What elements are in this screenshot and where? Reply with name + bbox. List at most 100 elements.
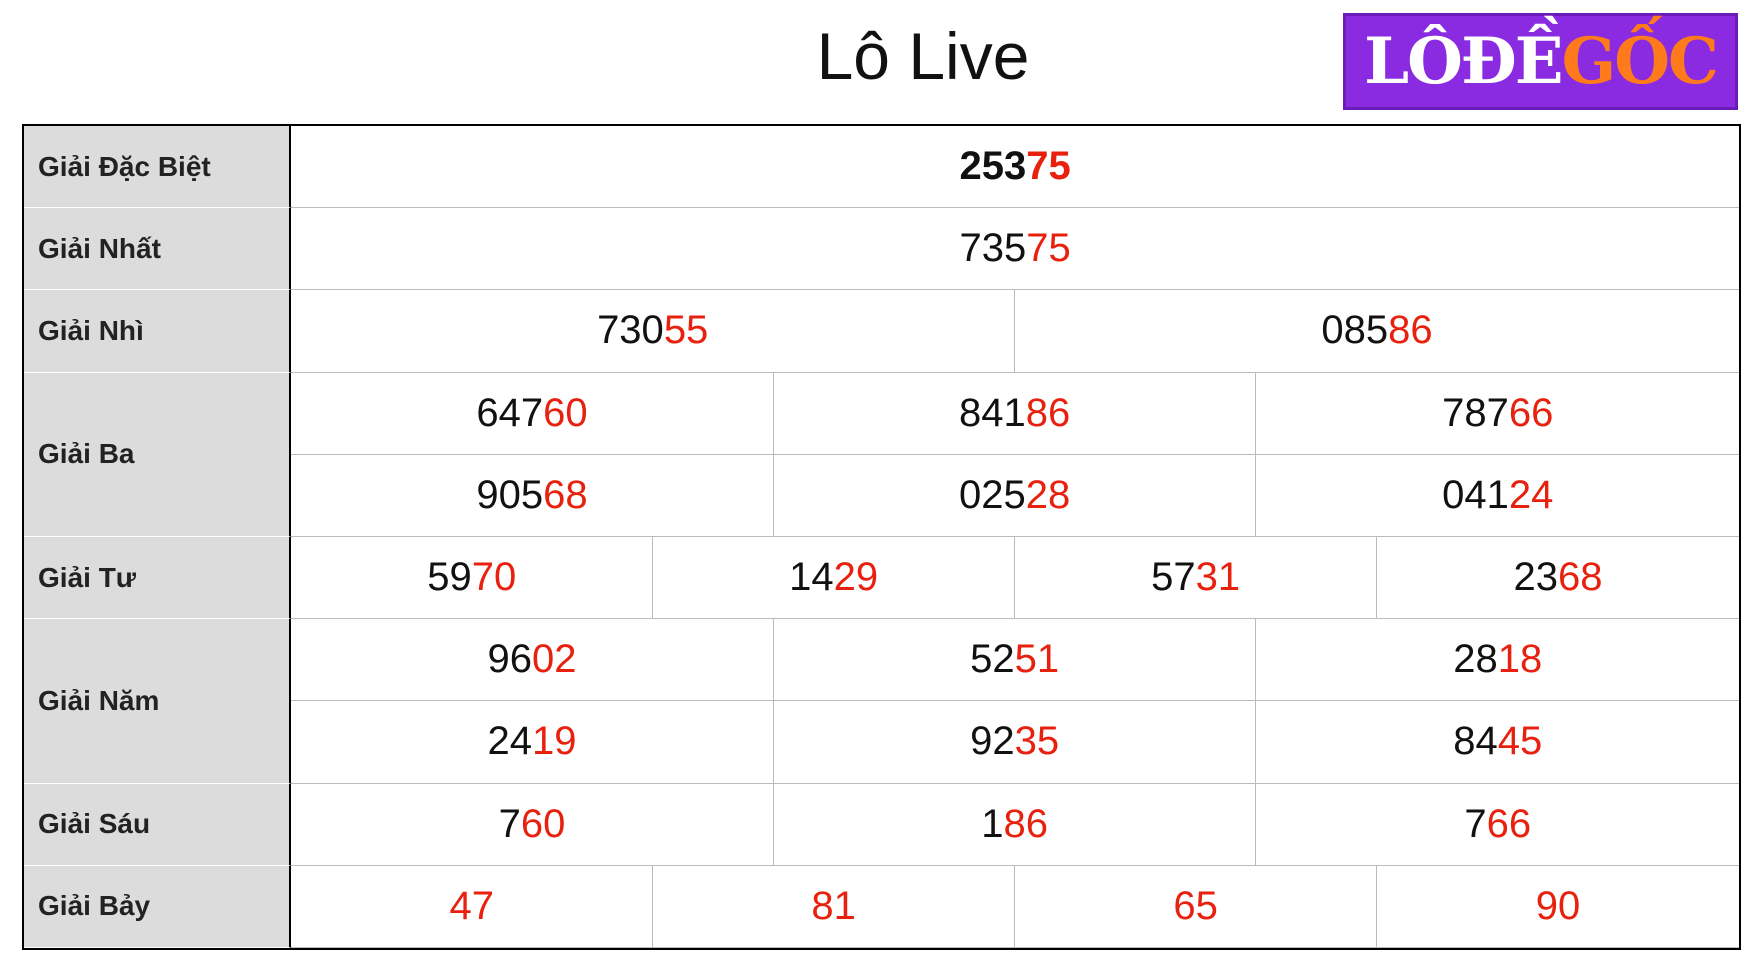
number-cell: 78766 xyxy=(1256,373,1739,455)
prize-label: Giải Năm xyxy=(24,619,292,784)
number: 73055 xyxy=(597,308,708,353)
number: 9602 xyxy=(488,637,577,682)
number: 47 xyxy=(449,884,494,929)
number: 04124 xyxy=(1442,473,1553,518)
number-head: 735 xyxy=(959,226,1027,271)
number-head: 59 xyxy=(427,555,472,600)
number: 81 xyxy=(811,884,856,929)
number-tail: 68 xyxy=(1558,555,1603,600)
number: 5731 xyxy=(1151,555,1240,600)
prize-label: Giải Đặc Biệt xyxy=(24,126,292,209)
number-cell: 81 xyxy=(653,865,1016,948)
number-tail: 70 xyxy=(471,555,517,600)
prize-label: Giải Nhất xyxy=(24,208,292,291)
number-cell: 186 xyxy=(773,783,1257,866)
number-tail: 90 xyxy=(1535,883,1581,928)
number-tail: 18 xyxy=(1497,637,1543,682)
number: 2818 xyxy=(1453,637,1542,682)
number-tail: 75 xyxy=(1026,226,1071,271)
number-head: 7 xyxy=(1464,801,1487,846)
number-tail: 60 xyxy=(543,390,588,435)
number-cell: 47 xyxy=(291,865,654,948)
number-head: 28 xyxy=(1453,637,1498,682)
logo-text: GỐC xyxy=(1561,24,1719,99)
logo[interactable]: LÔĐỀ GỐC xyxy=(1343,13,1738,110)
number: 5970 xyxy=(427,555,516,600)
number-tail: 86 xyxy=(1388,308,1433,353)
number: 186 xyxy=(981,802,1048,847)
number-cell: 02528 xyxy=(773,454,1257,537)
number: 8445 xyxy=(1453,719,1542,764)
results-table: Giải Đặc Biệt 25375 Giải Nhất 73575 Giải Nhì… xyxy=(22,124,1741,950)
number-tail: 28 xyxy=(1025,472,1071,517)
number-tail: 02 xyxy=(532,637,577,682)
number: 90 xyxy=(1536,884,1581,929)
number-cell: 5251 xyxy=(773,619,1257,702)
number-tail: 35 xyxy=(1014,719,1060,764)
number-tail: 75 xyxy=(1026,144,1071,189)
number: 760 xyxy=(499,802,566,847)
number: 84186 xyxy=(959,391,1070,436)
number-cell: 8445 xyxy=(1256,701,1739,784)
number-head: 92 xyxy=(970,719,1015,764)
number-cell: 90568 xyxy=(291,454,774,537)
number-head: 041 xyxy=(1442,472,1509,517)
number: 78766 xyxy=(1442,391,1553,436)
prize-label: Giải Ba xyxy=(24,372,292,537)
page-title: Lô Live xyxy=(816,19,1030,93)
number-tail: 86 xyxy=(1003,801,1049,846)
number-cell: 5731 xyxy=(1015,537,1378,620)
number-tail: 68 xyxy=(543,472,588,517)
number-cell: 5970 xyxy=(291,537,654,620)
number: 9235 xyxy=(970,719,1059,764)
number: 1429 xyxy=(789,555,878,600)
number-head: 96 xyxy=(487,637,533,682)
number-cell: 64760 xyxy=(291,372,774,455)
number-cell: 9602 xyxy=(291,619,774,702)
number-cell: 2818 xyxy=(1256,619,1739,702)
prize-label: Giải Bảy xyxy=(24,865,292,948)
number-cell: 65 xyxy=(1015,865,1378,948)
number-tail: 45 xyxy=(1497,719,1543,764)
number-cell: 04124 xyxy=(1256,455,1739,537)
prize-label: Giải Nhì xyxy=(24,290,292,373)
number-head: 84 xyxy=(1453,719,1498,764)
number-cell: 73575 xyxy=(291,208,1739,291)
number: 25375 xyxy=(960,144,1071,189)
number-head: 025 xyxy=(959,472,1026,517)
number-cell: 73055 xyxy=(291,290,1016,373)
number: 5251 xyxy=(970,637,1059,682)
number: 65 xyxy=(1173,884,1218,929)
number-head: 905 xyxy=(476,472,544,517)
number-head: 647 xyxy=(476,390,544,435)
number-cell: 9235 xyxy=(773,701,1257,784)
number-tail: 51 xyxy=(1014,637,1060,682)
number-head: 787 xyxy=(1442,390,1509,435)
number-cell: 25375 xyxy=(291,126,1739,209)
number-cell: 08586 xyxy=(1015,290,1739,373)
number-head: 23 xyxy=(1513,555,1559,600)
number: 766 xyxy=(1464,802,1531,847)
number-head: 52 xyxy=(970,637,1015,682)
number-tail: 81 xyxy=(811,883,856,928)
number-head: 085 xyxy=(1321,308,1389,353)
number: 08586 xyxy=(1321,308,1432,353)
number-head: 730 xyxy=(597,308,664,353)
number-tail: 66 xyxy=(1486,801,1532,846)
number-cell: 2368 xyxy=(1377,537,1739,620)
number: 64760 xyxy=(476,391,587,436)
number: 2368 xyxy=(1514,555,1603,600)
logo-text: LÔĐỀ xyxy=(1364,24,1563,99)
number-cell: 84186 xyxy=(773,372,1257,455)
number-tail: 24 xyxy=(1508,472,1554,517)
number-tail: 66 xyxy=(1508,390,1554,435)
number-tail: 19 xyxy=(532,719,577,764)
number: 2419 xyxy=(488,719,577,764)
number-cell: 1429 xyxy=(653,537,1016,620)
number-tail: 55 xyxy=(663,308,709,353)
number-head: 253 xyxy=(959,144,1027,189)
number-cell: 2419 xyxy=(291,701,774,784)
number-head: 14 xyxy=(789,555,834,600)
number-tail: 29 xyxy=(833,555,879,600)
